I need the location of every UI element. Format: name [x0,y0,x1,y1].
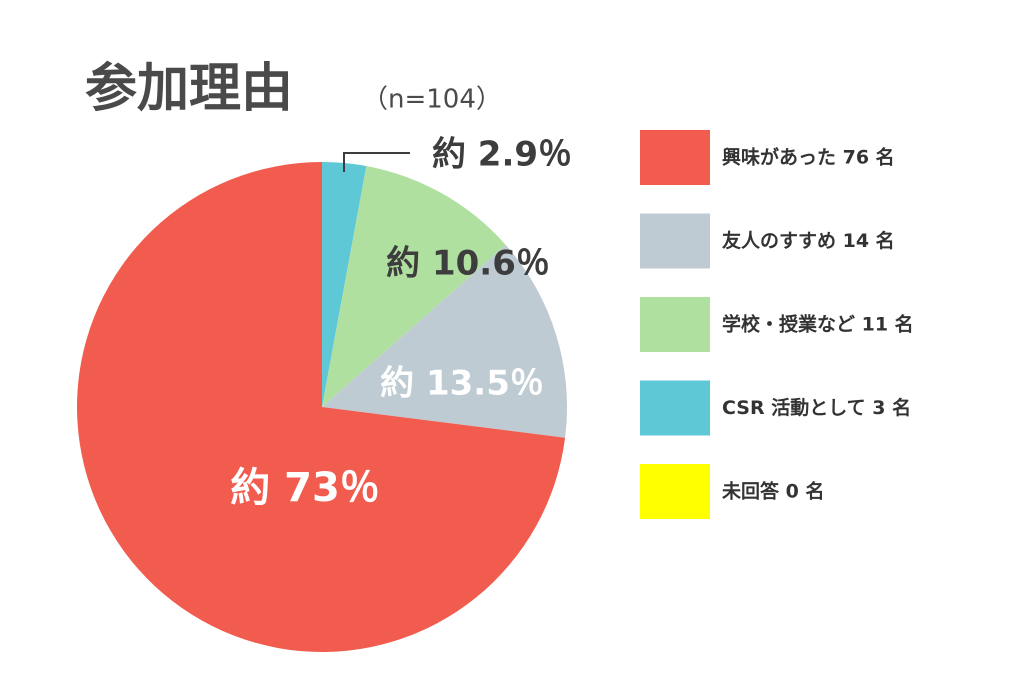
data-label: 約 2.9％ [432,135,572,175]
pie-slice [322,166,506,407]
pie-slice [76,162,566,652]
leader-line [343,152,410,172]
legend-label: 学校・授業など 11 名 [722,313,914,336]
legend-label: 友人のすすめ 14 名 [722,229,895,252]
legend-swatch [640,130,710,185]
data-label: 約 13.5％ [380,364,544,404]
chart-subtitle: （n=104） [362,85,502,115]
pie-slice [322,244,567,438]
legend-swatch [640,213,710,269]
data-label: 約 73％ [230,465,380,511]
legend-swatch [640,380,710,436]
pie-slice [322,162,367,407]
data-label: 約 10.6％ [386,244,550,284]
legend-swatch [640,297,710,352]
legend-label: 興味があった 76 名 [722,146,895,169]
legend-swatch [640,464,710,519]
legend-label: CSR 活動として 3 名 [722,396,911,419]
chart-title: 参加理由 [85,59,293,119]
legend-label: 未回答 0 名 [721,480,824,503]
